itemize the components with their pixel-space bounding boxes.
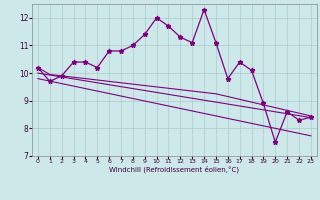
X-axis label: Windchill (Refroidissement éolien,°C): Windchill (Refroidissement éolien,°C) xyxy=(109,166,239,173)
